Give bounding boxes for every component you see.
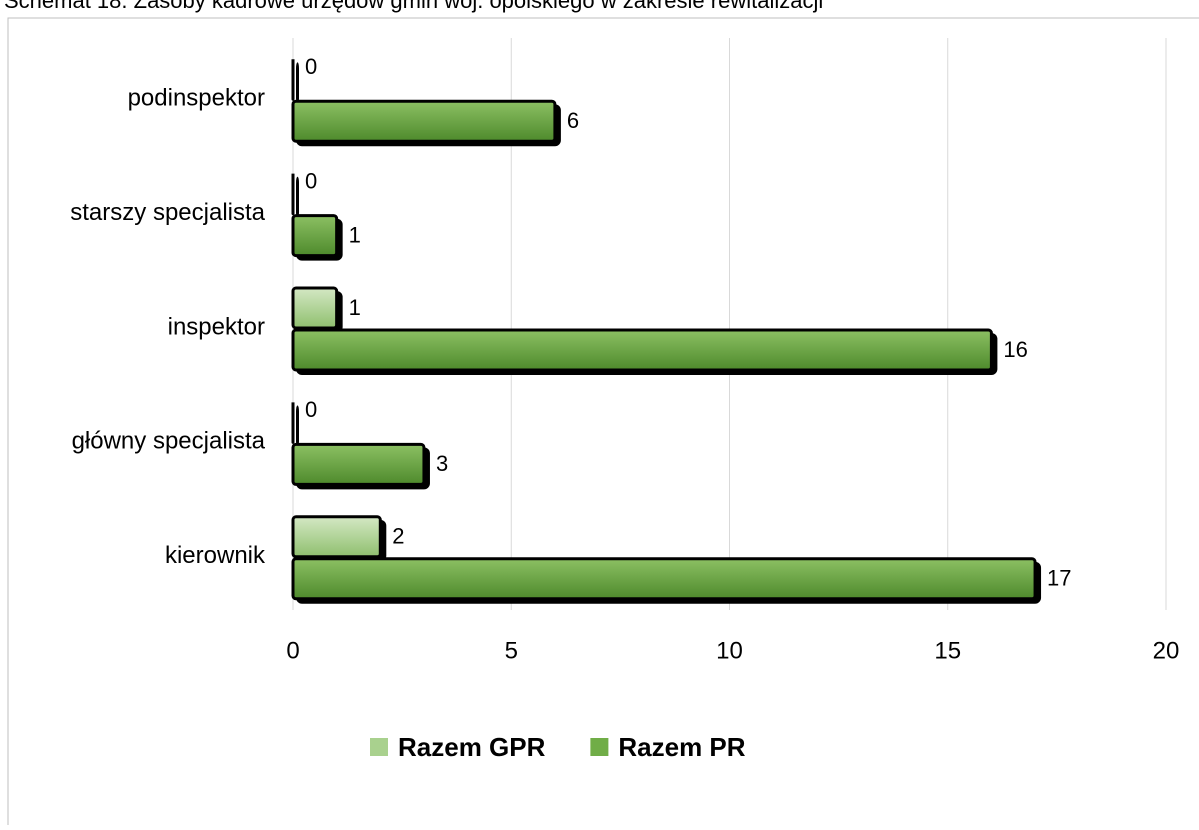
data-label: 3: [436, 451, 448, 476]
y-tick-label: podinspektor: [128, 85, 265, 112]
bar: [293, 288, 337, 328]
data-label: 16: [1003, 337, 1027, 362]
y-tick-label: główny specjalista: [72, 428, 266, 455]
data-label: 0: [305, 168, 317, 193]
bar: [293, 216, 337, 256]
x-tick-label: 10: [716, 637, 743, 664]
x-tick-label: 5: [505, 637, 518, 664]
y-tick-label: inspektor: [168, 313, 265, 340]
y-tick-label: kierownik: [165, 542, 266, 569]
y-tick-label: starszy specjalista: [70, 199, 265, 226]
chart-title: Schemat 18. Zasoby kadrowe urzędów gmin …: [4, 0, 823, 13]
chart-border: [8, 18, 1199, 825]
x-tick-label: 15: [934, 637, 961, 664]
bar-outline: [296, 62, 299, 104]
legend-label: Razem GPR: [398, 732, 546, 762]
bar: [293, 330, 991, 370]
bar: [293, 559, 1035, 599]
data-label: 17: [1047, 566, 1071, 591]
data-label: 0: [305, 397, 317, 422]
data-label: 1: [349, 295, 361, 320]
bar: [293, 444, 424, 484]
legend-swatch: [590, 738, 608, 756]
data-label: 2: [392, 524, 404, 549]
legend-swatch: [370, 738, 388, 756]
legend-label: Razem PR: [618, 732, 745, 762]
x-tick-label: 0: [286, 637, 299, 664]
bar-outline: [296, 405, 299, 447]
data-label: 1: [349, 222, 361, 247]
bar: [293, 517, 380, 557]
bar-outline: [296, 177, 299, 219]
bar: [293, 101, 555, 141]
x-tick-label: 20: [1153, 637, 1180, 664]
data-label: 0: [305, 54, 317, 79]
data-label: 6: [567, 108, 579, 133]
